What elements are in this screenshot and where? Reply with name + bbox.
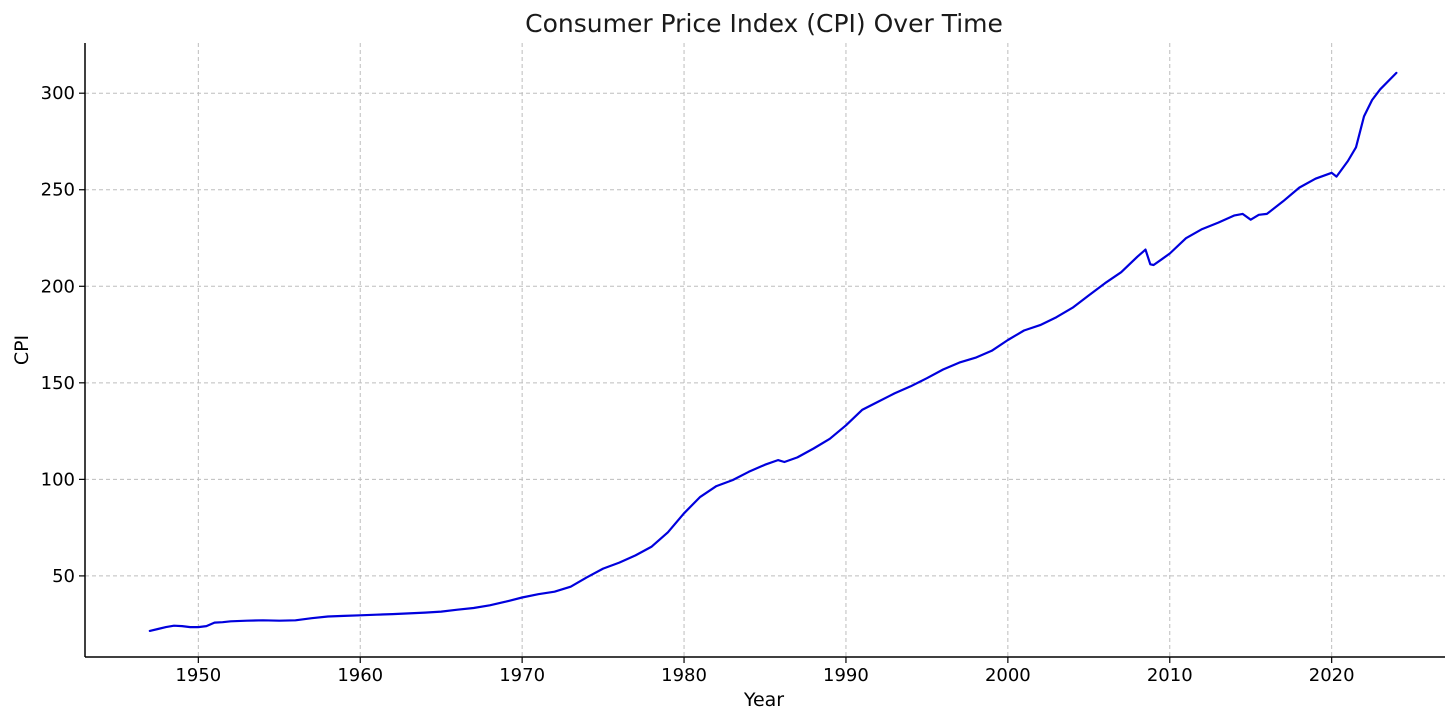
x-axis-label: Year — [743, 689, 784, 711]
y-tick-label: 300 — [41, 83, 75, 104]
x-tick-label: 1960 — [337, 665, 383, 686]
y-tick-label: 50 — [52, 566, 75, 587]
x-tick-label: 2020 — [1309, 665, 1355, 686]
ticks-layer: 1950 1960 1970 1980 1990 2000 2010 2020 50 100 150… — [41, 83, 1355, 686]
cpi-series-line — [148, 71, 1398, 633]
y-tick-label: 100 — [41, 469, 75, 490]
chart-title: Consumer Price Index (CPI) Over Time — [525, 9, 1003, 38]
y-tick-label: 200 — [41, 276, 75, 297]
x-tick-label: 2000 — [985, 665, 1031, 686]
grid-layer — [85, 43, 1445, 657]
x-tick-label: 1950 — [175, 665, 221, 686]
y-tick-label: 250 — [41, 180, 75, 201]
axes-layer — [84, 43, 1445, 658]
y-tick-label: 150 — [41, 373, 75, 394]
y-axis-label: CPI — [11, 335, 33, 365]
x-tick-label: 1980 — [661, 665, 707, 686]
x-tick-label: 1970 — [499, 665, 545, 686]
x-tick-label: 1990 — [823, 665, 869, 686]
series-layer — [148, 71, 1398, 633]
x-tick-label: 2010 — [1147, 665, 1193, 686]
